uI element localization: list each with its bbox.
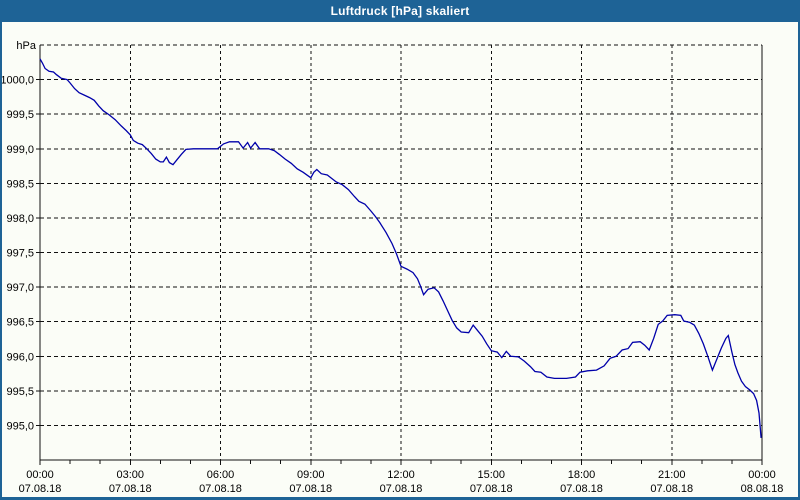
y-axis-label: 998,0 [6, 213, 34, 225]
pressure-line [39, 58, 762, 438]
x-axis-date-label: 07.08.18 [470, 483, 513, 495]
x-axis-time-label: 00:00 [748, 469, 776, 481]
x-axis-time-label: 12:00 [387, 469, 415, 481]
x-axis-date-label: 07.08.18 [650, 483, 693, 495]
y-axis-label: 998,5 [6, 178, 34, 190]
y-axis-unit-label: hPa [16, 40, 36, 52]
x-axis-date-label: 08.08.18 [741, 483, 784, 495]
y-axis-label: 999,5 [6, 109, 34, 121]
y-axis-label: 995,5 [6, 386, 34, 398]
chart-area: 1000,0 999,5 999,0 998,5 998,0 997,5 997,0 996,… [0, 22, 800, 500]
y-axis-label: 997,0 [6, 282, 34, 294]
y-axis-label: 996,5 [6, 317, 34, 329]
y-axis-label: 996,0 [6, 351, 34, 363]
x-axis-time-label: 09:00 [297, 469, 325, 481]
x-axis-date-label: 07.08.18 [199, 483, 242, 495]
y-axis-label: 997,5 [6, 248, 34, 260]
y-axis-label: 1000,0 [2, 75, 34, 87]
y-axis-label: 995,0 [6, 420, 34, 432]
y-axis-label: 999,0 [6, 144, 34, 156]
x-axis-time-label: 06:00 [207, 469, 235, 481]
x-axis-time-label: 18:00 [568, 469, 596, 481]
window-title: Luftdruck [hPa] skaliert [330, 4, 470, 18]
pressure-chart: 1000,0 999,5 999,0 998,5 998,0 997,5 997,0 996,… [2, 40, 784, 495]
x-axis-date-label: 07.08.18 [380, 483, 423, 495]
x-axis-time-label: 03:00 [116, 469, 144, 481]
x-axis-date-label: 07.08.18 [560, 483, 603, 495]
x-axis-time-label: 15:00 [477, 469, 505, 481]
x-axis-date-label: 07.08.18 [289, 483, 332, 495]
x-axis-time-label: 21:00 [658, 469, 686, 481]
x-axis-date-label: 07.08.18 [19, 483, 62, 495]
x-axis-date-label: 07.08.18 [109, 483, 152, 495]
x-axis-time-label: 00:00 [26, 469, 54, 481]
window-titlebar[interactable]: Luftdruck [hPa] skaliert [0, 0, 800, 22]
